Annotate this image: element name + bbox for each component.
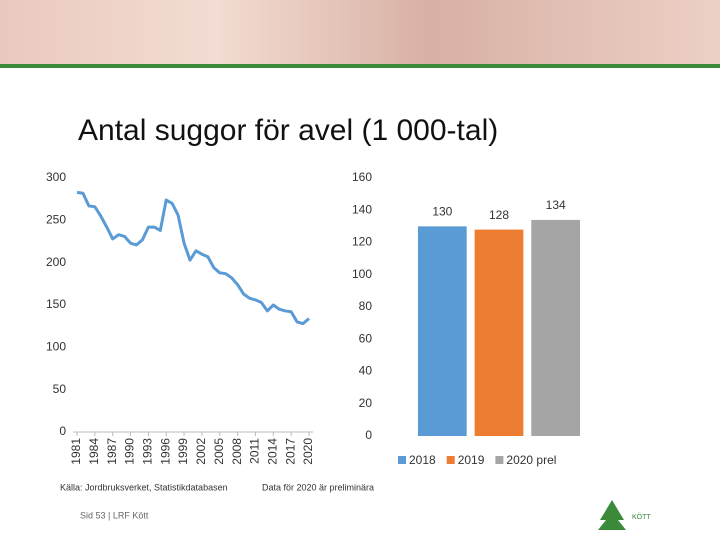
x-tick-label: 2002: [194, 438, 208, 465]
y-tick-label: 250: [46, 213, 66, 227]
y-tick-label: 100: [352, 267, 372, 281]
legend-swatch: [398, 456, 406, 464]
legend-label: 2020 prel: [506, 453, 556, 467]
logo: KÖTT: [598, 500, 651, 530]
y-tick-label: 160: [352, 170, 372, 184]
x-tick-label: 1984: [87, 438, 101, 465]
x-tick-label: 1996: [158, 438, 172, 465]
x-tick-label: 2020: [301, 438, 315, 465]
bar: [417, 226, 467, 436]
y-tick-label: 300: [46, 170, 66, 184]
y-tick-label: 150: [46, 297, 66, 311]
y-tick-label: 100: [46, 340, 66, 354]
y-tick-label: 0: [59, 424, 66, 438]
data-label: 128: [489, 208, 509, 222]
x-tick-label: 1990: [123, 438, 137, 465]
header-image: [0, 0, 720, 64]
header-stripe: [0, 64, 720, 68]
y-tick-label: 200: [46, 255, 66, 269]
bar: [474, 229, 524, 436]
data-label: 130: [432, 205, 452, 219]
y-tick-label: 40: [359, 364, 373, 378]
data-label: 134: [546, 198, 566, 212]
legend-label: 2019: [458, 453, 485, 467]
legend-swatch: [495, 456, 504, 464]
line-series: [76, 190, 310, 326]
y-tick-label: 120: [352, 235, 372, 249]
logo-text: KÖTT: [632, 513, 651, 521]
x-tick-label: 1981: [69, 438, 83, 465]
x-tick-label: 2014: [265, 438, 279, 465]
x-tick-label: 2017: [283, 438, 297, 465]
footer: Sid 53 | LRF Kött: [80, 510, 149, 520]
x-tick-label: 1999: [176, 438, 190, 465]
bar: [531, 219, 581, 436]
y-tick-label: 20: [359, 396, 373, 410]
y-tick-label: 60: [359, 331, 373, 345]
legend-swatch: [446, 456, 455, 464]
x-tick-label: 2008: [230, 438, 244, 465]
legend-label: 2018: [409, 453, 436, 467]
x-tick-label: 1987: [105, 438, 119, 465]
x-tick-label: 1993: [141, 438, 155, 465]
x-tick-label: 2005: [212, 438, 226, 465]
source: Källa: Jordbruksverket, Statistikdatabas…: [60, 482, 228, 492]
slide-title: Antal suggor för avel (1 000-tal): [78, 114, 498, 147]
y-tick-label: 0: [365, 428, 372, 442]
y-tick-label: 140: [352, 202, 372, 216]
x-tick-label: 2011: [248, 438, 262, 464]
y-tick-label: 80: [359, 299, 373, 313]
note: Data för 2020 är preliminära: [262, 482, 374, 492]
y-tick-label: 50: [53, 382, 67, 396]
